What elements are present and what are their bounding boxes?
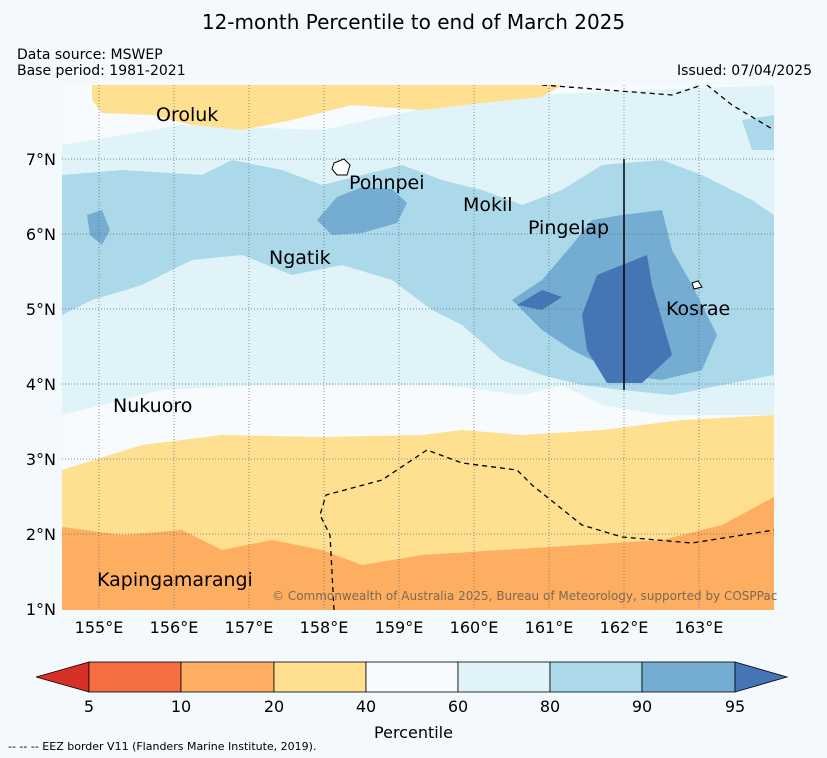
lon-label-162e: 162°E [599, 618, 649, 637]
band-90-95-pohnpei [317, 187, 407, 235]
cbar-5-10 [88, 661, 182, 693]
issued-date: Issued: 07/04/2025 [677, 63, 812, 79]
place-nukuoro: Nukuoro [113, 395, 193, 417]
chart-title: 12-month Percentile to end of March 2025 [201, 10, 626, 34]
pohnpei-island [331, 158, 351, 176]
eez-note: -- -- -- EEZ border V11 (Flanders Marine… [8, 740, 317, 753]
lon-label-156e: 156°E [149, 618, 199, 637]
place-pingelap: Pingelap [528, 217, 610, 239]
cbar-tick-95: 95 [724, 697, 746, 716]
band-80-90-ne [742, 115, 774, 150]
cbar-tick-60: 60 [447, 697, 469, 716]
eez-borders [319, 85, 774, 610]
lon-label-158e: 158°E [299, 618, 349, 637]
cbar-tick-40: 40 [355, 697, 377, 716]
cbar-90-95 [641, 661, 736, 693]
cbar-tick-5: 5 [83, 697, 95, 716]
copyright-notice: © Commonwealth of Australia 2025, Bureau… [272, 589, 778, 603]
base-period: Base period: 1981-2021 [17, 63, 186, 79]
lon-label-163e: 163°E [674, 618, 724, 637]
percentile-map [62, 85, 774, 610]
cbar-below-5 [36, 661, 90, 693]
lon-label-160e: 160°E [449, 618, 499, 637]
cbar-20-40 [273, 661, 367, 693]
lon-label-161e: 161°E [524, 618, 574, 637]
place-oroluk: Oroluk [156, 104, 219, 126]
cbar-tick-90: 90 [631, 697, 653, 716]
place-ngatik: Ngatik [269, 247, 331, 269]
colorbar [36, 661, 789, 693]
cbar-80-90 [549, 661, 643, 693]
band-90-95-small [87, 210, 110, 245]
cbar-above-95 [734, 661, 789, 693]
band-10-20-south [62, 497, 774, 610]
lat-label-6n: 6°N [25, 225, 56, 244]
cbar-10-20 [180, 661, 275, 693]
cbar-40-60 [365, 661, 459, 693]
band-20-40-oroluk [92, 85, 562, 130]
lat-label-7n: 7°N [25, 150, 56, 169]
band-95-kosrae [582, 255, 672, 383]
place-kapingamarangi: Kapingamarangi [97, 569, 253, 591]
cbar-tick-20: 20 [263, 697, 285, 716]
lat-label-1n: 1°N [25, 600, 56, 619]
lon-label-157e: 157°E [224, 618, 274, 637]
lon-label-159e: 159°E [374, 618, 424, 637]
cbar-60-80 [457, 661, 551, 693]
lat-label-5n: 5°N [25, 300, 56, 319]
lat-label-3n: 3°N [25, 450, 56, 469]
lat-label-2n: 2°N [25, 525, 56, 544]
cbar-tick-10: 10 [170, 697, 192, 716]
place-mokil: Mokil [463, 194, 513, 216]
cbar-tick-80: 80 [539, 697, 561, 716]
place-kosrae: Kosrae [666, 298, 731, 320]
kosrae-island [691, 280, 703, 290]
place-pohnpei: Pohnpei [349, 172, 425, 194]
band-95-small [517, 290, 562, 310]
lat-label-4n: 4°N [25, 375, 56, 394]
data-source: Data source: MSWEP [17, 47, 163, 63]
lon-label-155e: 155°E [74, 618, 124, 637]
colorbar-title: Percentile [374, 723, 453, 742]
